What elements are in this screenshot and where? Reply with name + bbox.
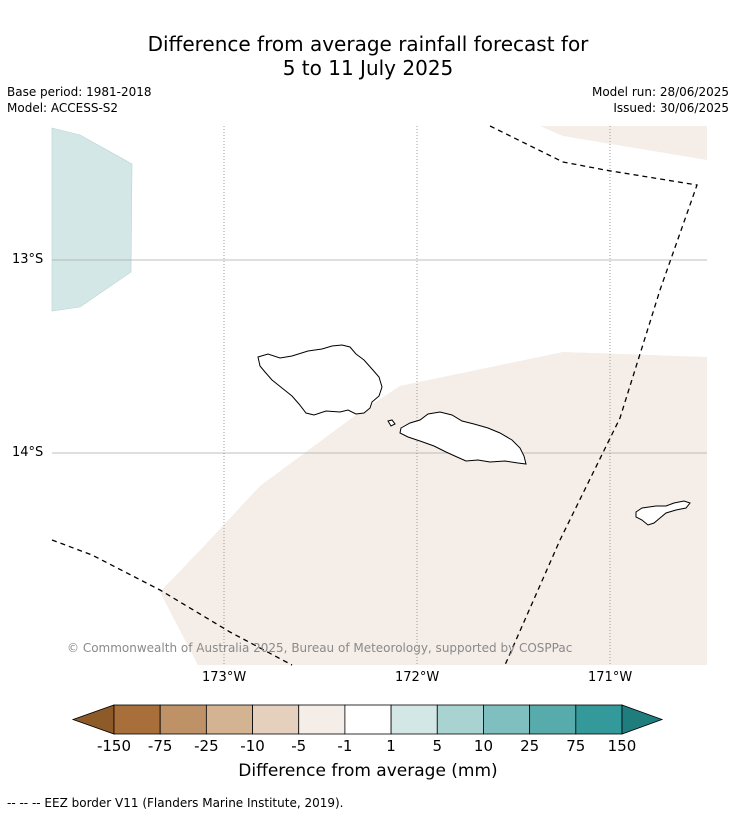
model-run: Model run: 28/06/2025 bbox=[591, 85, 729, 99]
colorbar-tick-label: -1 bbox=[337, 737, 353, 755]
base-period: Base period: 1981-2018 bbox=[7, 85, 152, 99]
island-tutuila bbox=[635, 500, 691, 526]
colorbar-tick-label: -10 bbox=[240, 737, 265, 755]
eez-legend-note: -- -- -- EEZ border V11 (Flanders Marine… bbox=[7, 796, 344, 810]
colorbar-bin bbox=[575, 704, 623, 735]
colorbar-tick-label: 75 bbox=[566, 737, 586, 755]
eez-borders bbox=[51, 125, 698, 666]
anomaly-region-wet bbox=[51, 127, 133, 312]
copyright-text: © Commonwealth of Australia 2025, Bureau… bbox=[67, 641, 573, 655]
colorbar-tick-label: 25 bbox=[520, 737, 540, 755]
colorbar-extend-low bbox=[71, 704, 115, 735]
colorbar-tick-label: -5 bbox=[291, 737, 307, 755]
model-name: Model: ACCESS-S2 bbox=[7, 101, 119, 115]
colorbar-extend-high bbox=[621, 704, 664, 735]
colorbar-bin bbox=[159, 704, 207, 735]
lon-label-171w: 171°W bbox=[588, 670, 633, 685]
anomaly-region-dry-south bbox=[160, 352, 707, 665]
colorbar-tick-label: 10 bbox=[473, 737, 493, 755]
colorbar-bin bbox=[252, 704, 300, 735]
colorbar-tick-label: -150 bbox=[96, 737, 132, 755]
colorbar-bin bbox=[436, 704, 484, 735]
colorbar-tick-label: 150 bbox=[607, 737, 637, 755]
colorbar-title: Difference from average (mm) bbox=[238, 761, 498, 781]
island-savaii bbox=[257, 344, 383, 416]
map-title-line2: 5 to 11 July 2025 bbox=[282, 56, 454, 80]
island-upolu bbox=[399, 411, 527, 465]
map-title-line1: Difference from average rainfall forecas… bbox=[147, 32, 589, 56]
island-manono bbox=[387, 419, 396, 427]
colorbar-bin bbox=[205, 704, 253, 735]
eez-border-southwest bbox=[51, 539, 293, 666]
colorbar-tick-label: -25 bbox=[194, 737, 219, 755]
colorbar-tick-label: -75 bbox=[147, 737, 173, 755]
colorbar-bin bbox=[344, 704, 392, 735]
colorbar-bin bbox=[298, 704, 346, 735]
lon-label-172w: 172°W bbox=[395, 670, 440, 685]
colorbar-bin bbox=[483, 704, 531, 735]
anomaly-region-dry-north bbox=[540, 126, 707, 160]
lon-label-173w: 173°W bbox=[202, 670, 247, 685]
lat-label-14s: 14°S bbox=[12, 445, 44, 460]
colorbar-bin bbox=[390, 704, 438, 735]
graticule bbox=[52, 126, 707, 665]
issued-date: Issued: 30/06/2025 bbox=[613, 101, 729, 115]
colorbar bbox=[71, 704, 664, 735]
colorbar-tick-label: 5 bbox=[432, 737, 443, 755]
colorbar-bin bbox=[113, 704, 161, 735]
eez-border-east bbox=[489, 125, 698, 666]
lat-label-13s: 13°S bbox=[12, 252, 44, 267]
islands bbox=[257, 344, 691, 526]
colorbar-bin bbox=[529, 704, 577, 735]
colorbar-tick-label: 1 bbox=[386, 737, 396, 755]
